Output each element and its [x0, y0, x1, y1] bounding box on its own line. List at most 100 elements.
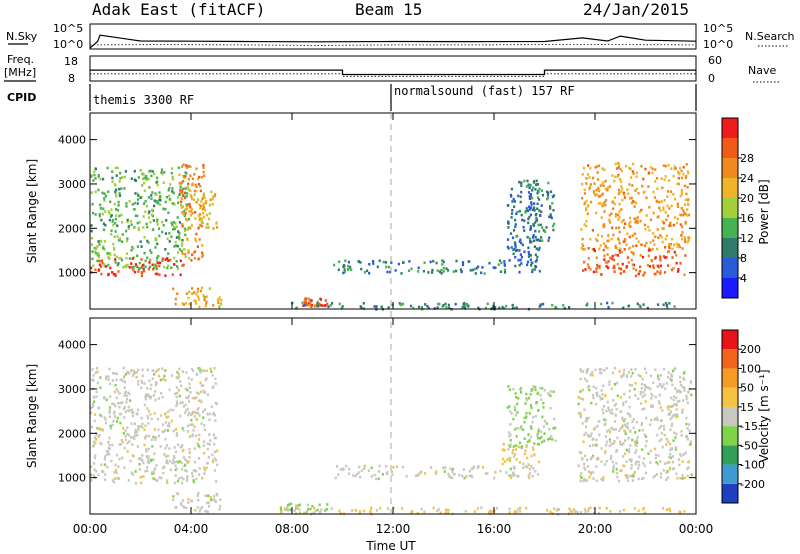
- range-gate-cell: [97, 255, 101, 259]
- range-gate-cell: [295, 504, 298, 507]
- range-gate-cell: [108, 212, 111, 215]
- range-gate-cell: [506, 458, 509, 461]
- range-gate-cell: [667, 476, 670, 479]
- range-gate-cell: [161, 172, 164, 176]
- range-gate-cell: [679, 262, 682, 265]
- range-gate-cell: [630, 196, 633, 200]
- range-gate-cell: [113, 235, 116, 239]
- range-gate-cell: [145, 448, 148, 451]
- range-gate-cell: [534, 260, 537, 263]
- range-gate-cell: [515, 212, 518, 216]
- range-gate-cell: [112, 219, 115, 222]
- range-gate-cell: [534, 213, 537, 217]
- colorbar-swatch: [722, 118, 738, 138]
- range-gate-cell: [94, 177, 97, 180]
- range-gate-cell: [129, 436, 133, 439]
- colorbar-swatch: [722, 445, 738, 465]
- range-gate-cell: [583, 466, 586, 469]
- range-gate-cell: [635, 460, 638, 464]
- range-gate-cell: [629, 216, 632, 220]
- range-gate-cell: [129, 399, 132, 402]
- range-gate-cell: [676, 182, 679, 185]
- range-gate-cell: [214, 419, 217, 422]
- range-gate-cell: [507, 448, 510, 451]
- range-gate-cell: [617, 188, 620, 192]
- range-gate-cell: [535, 238, 538, 242]
- range-gate-cell: [640, 165, 643, 168]
- range-gate-cell: [642, 391, 645, 394]
- range-gate-cell: [530, 201, 533, 204]
- range-gate-cell: [182, 456, 185, 459]
- range-gate-cell: [498, 259, 502, 262]
- range-gate-cell: [137, 425, 140, 428]
- range-gate-cell: [168, 187, 171, 190]
- range-gate-cell: [150, 417, 153, 421]
- range-gate-cell: [517, 397, 520, 400]
- range-gate-cell: [652, 266, 655, 270]
- range-gate-cell: [164, 369, 167, 372]
- range-gate-cell: [164, 200, 167, 204]
- range-gate-cell: [681, 411, 684, 414]
- range-gate-cell: [508, 434, 511, 438]
- range-gate-cell: [168, 197, 171, 201]
- range-gate-cell: [345, 464, 348, 468]
- range-gate-cell: [678, 510, 681, 513]
- range-gate-cell: [651, 171, 654, 175]
- range-gate-cell: [310, 305, 313, 308]
- range-gate-cell: [155, 220, 158, 224]
- range-gate-cell: [627, 304, 630, 308]
- range-gate-cell: [628, 224, 631, 227]
- range-gate-cell: [185, 459, 188, 463]
- range-gate-cell: [161, 367, 164, 370]
- range-gate-cell: [467, 304, 470, 308]
- range-gate-cell: [144, 395, 147, 398]
- range-gate-cell: [114, 166, 117, 170]
- range-gate-cell: [166, 237, 169, 241]
- range-gate-cell: [609, 256, 612, 260]
- range-gate-cell: [538, 187, 541, 191]
- range-gate-cell: [675, 403, 678, 406]
- range-gate-cell: [177, 235, 181, 238]
- nsky-series: [89, 34, 697, 49]
- range-gate-cell: [553, 507, 556, 510]
- range-gate-cell: [679, 194, 682, 198]
- range-gate-cell: [205, 369, 208, 372]
- range-gate-cell: [588, 384, 591, 388]
- range-gate-cell: [98, 434, 101, 437]
- range-gate-cell: [634, 368, 637, 371]
- range-gate-cell: [523, 229, 526, 232]
- range-gate-cell: [133, 437, 136, 441]
- range-gate-cell: [620, 220, 623, 224]
- range-gate-cell: [166, 429, 170, 432]
- range-gate-cell: [535, 401, 538, 404]
- range-gate-cell: [504, 268, 507, 272]
- range-gate-cell: [146, 469, 149, 473]
- range-gate-cell: [616, 247, 619, 250]
- range-gate-cell: [548, 427, 551, 431]
- range-gate-cell: [148, 265, 152, 269]
- range-gate-cell: [586, 204, 589, 208]
- range-gate-cell: [673, 368, 676, 371]
- range-gate-cell: [118, 443, 121, 446]
- y-tick-label: 3000: [58, 178, 86, 191]
- range-gate-cell: [527, 463, 530, 466]
- range-gate-cell: [670, 447, 673, 450]
- range-gate-cell: [394, 269, 397, 272]
- range-gate-cell: [204, 201, 207, 205]
- range-gate-cell: [586, 302, 589, 305]
- range-gate-cell: [94, 167, 97, 171]
- range-gate-cell: [644, 228, 647, 231]
- range-gate-cell: [669, 221, 672, 225]
- range-gate-cell: [172, 228, 175, 231]
- range-gate-cell: [609, 411, 612, 415]
- range-gate-cell: [667, 440, 670, 443]
- range-gate-cell: [109, 426, 113, 430]
- range-gate-cell: [103, 192, 106, 195]
- range-gate-cell: [654, 417, 658, 420]
- beam-label: Beam 15: [355, 0, 422, 19]
- range-gate-cell: [402, 261, 405, 264]
- range-gate-cell: [510, 246, 513, 249]
- range-gate-cell: [532, 467, 535, 470]
- range-gate-cell: [607, 409, 611, 412]
- range-gate-cell: [156, 242, 159, 246]
